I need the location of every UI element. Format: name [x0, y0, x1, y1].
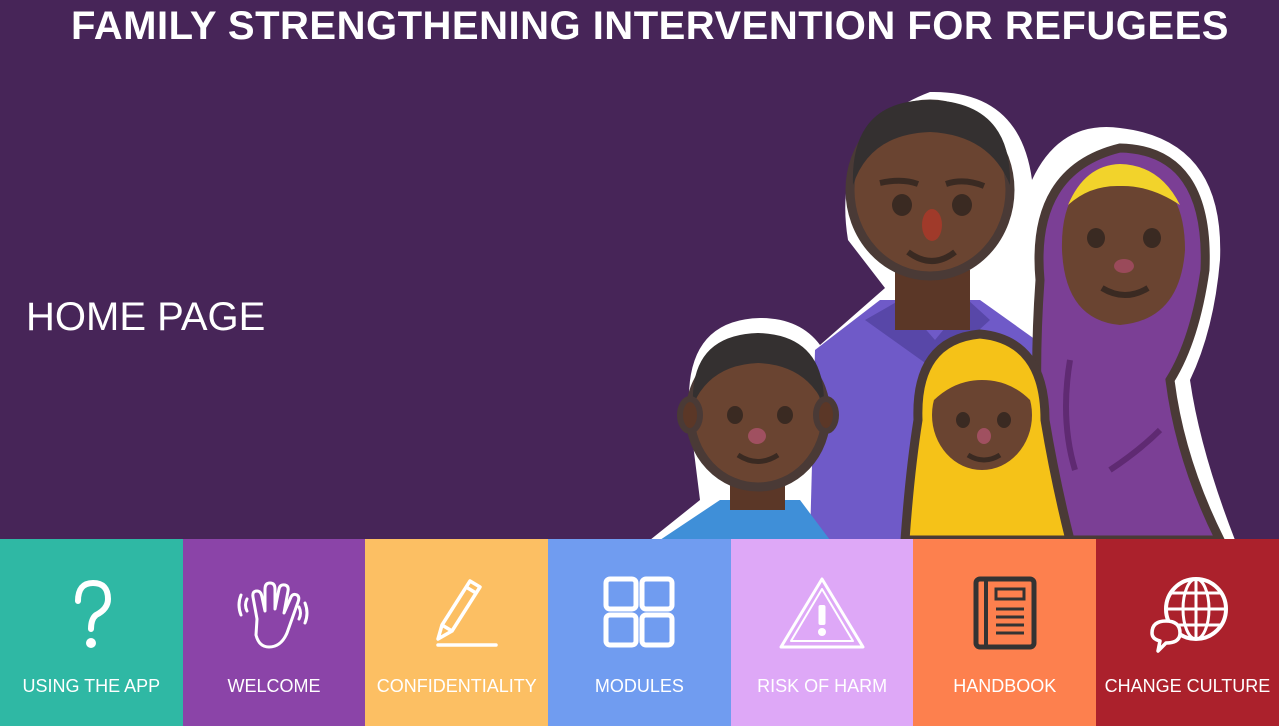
tile-label: USING THE APP — [22, 676, 161, 696]
tile-confidentiality[interactable]: CONFIDENTIALITY — [365, 539, 549, 726]
tile-label: CONFIDENTIALITY — [376, 676, 537, 696]
book-icon — [973, 576, 1037, 650]
tile-label: WELCOME — [227, 676, 321, 696]
tile-handbook[interactable]: HANDBOOK — [913, 539, 1097, 726]
pen-icon — [435, 579, 498, 647]
tile-change-culture[interactable]: CHANGE CULTURE — [1096, 539, 1279, 726]
waving-hand-icon — [237, 581, 309, 649]
tile-label: MODULES — [594, 676, 684, 696]
tile-using-the-app[interactable]: USING THE APP — [0, 539, 183, 726]
question-mark-icon — [75, 579, 112, 648]
warning-icon — [779, 577, 865, 649]
navigation-tiles: USING THE APP WELCOME CONFIDENTIALITY MO… — [0, 539, 1279, 726]
app-title: FAMILY STRENGTHENING INTERVENTION FOR RE… — [71, 4, 1229, 48]
tile-label: RISK OF HARM — [757, 676, 888, 696]
tile-welcome[interactable]: WELCOME — [182, 539, 366, 726]
family-illustration — [650, 91, 1235, 540]
tile-modules[interactable]: MODULES — [548, 539, 731, 726]
tile-risk-of-harm[interactable]: RISK OF HARM — [730, 539, 914, 726]
tile-label: HANDBOOK — [953, 676, 1057, 696]
grid-icon — [603, 576, 675, 648]
page-title: HOME PAGE — [26, 295, 266, 339]
globe-chat-icon — [1150, 577, 1229, 653]
tile-label: CHANGE CULTURE — [1104, 676, 1271, 696]
